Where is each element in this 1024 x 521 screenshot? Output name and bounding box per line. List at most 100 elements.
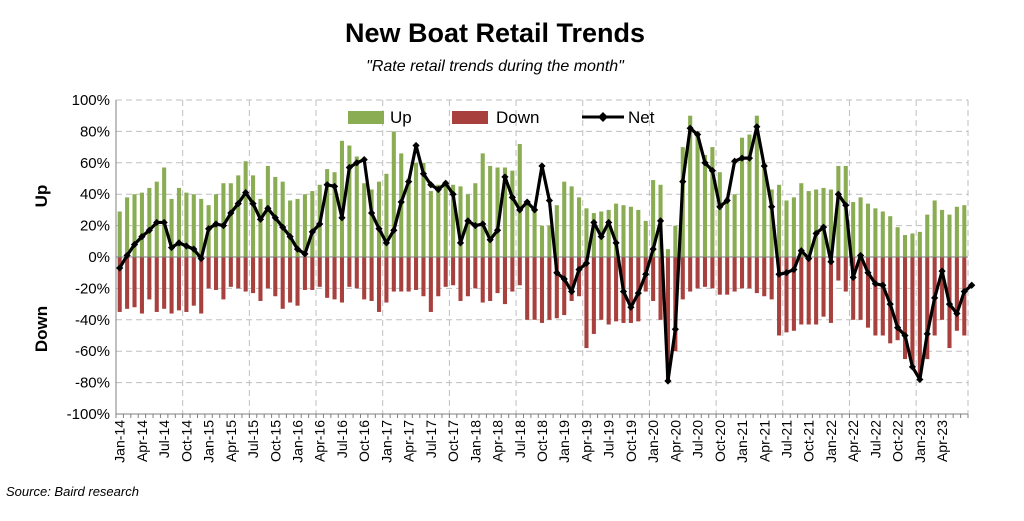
down-bar (569, 257, 574, 301)
up-bar (591, 213, 596, 257)
down-bar (784, 257, 789, 333)
down-bar (865, 257, 871, 328)
down-bar (421, 257, 426, 297)
up-bar (169, 198, 174, 257)
net-point (175, 239, 183, 247)
down-bar (791, 257, 796, 331)
up-bar (695, 131, 700, 257)
down-bar (525, 257, 530, 320)
x-tick-label: Apr-22 (845, 420, 861, 462)
down-bar (858, 257, 863, 320)
net-point (219, 222, 228, 230)
down-bar (680, 257, 685, 300)
down-bar (265, 257, 270, 289)
up-bar (228, 183, 233, 257)
up-bar (799, 183, 804, 257)
legend-label-up: Up (390, 108, 412, 127)
net-point (271, 214, 279, 222)
x-tick-label: Apr-23 (934, 420, 950, 462)
down-bar (480, 257, 485, 303)
net-point (530, 206, 539, 214)
down-bar (162, 257, 167, 309)
x-tick-label: Apr-21 (756, 420, 772, 462)
net-point (745, 154, 754, 162)
down-bar (799, 257, 804, 325)
x-tick-label: Jul-20 (690, 420, 706, 458)
up-bar (258, 198, 263, 257)
net-point (575, 265, 583, 274)
down-bar (688, 257, 693, 292)
down-bar (510, 257, 515, 292)
down-bar (347, 257, 352, 287)
down-bar (206, 257, 211, 289)
down-bar (443, 257, 448, 287)
down-bar (199, 257, 204, 314)
up-bar (636, 209, 641, 257)
net-point (316, 220, 324, 228)
net-point (805, 254, 813, 263)
up-bar (777, 184, 782, 257)
net-point (945, 300, 954, 308)
down-bar (902, 257, 908, 360)
up-bar (643, 220, 648, 257)
down-bar (495, 257, 500, 294)
net-point (797, 247, 805, 255)
up-bar (199, 198, 204, 257)
net-point (167, 243, 176, 252)
down-bar (288, 257, 293, 303)
net-point (968, 281, 976, 289)
down-bar (325, 257, 330, 298)
up-bar (814, 189, 819, 257)
net-point (619, 287, 628, 296)
down-bar (251, 257, 256, 294)
chart-subtitle: "Rate retail trends during the month" (366, 58, 624, 75)
down-bar (717, 257, 722, 295)
up-bar (421, 162, 426, 257)
up-bar (354, 156, 359, 257)
down-bar (769, 257, 774, 300)
up-bar (606, 209, 611, 257)
net-point (664, 377, 672, 385)
y-tick-label: -100% (67, 406, 110, 423)
net-point (812, 229, 820, 238)
net-point (827, 258, 835, 266)
y-axis-label-up: Up (32, 185, 51, 208)
x-tick-label: Jul-14 (156, 420, 172, 458)
up-bar (295, 198, 300, 257)
y-tick-label: -80% (75, 375, 110, 392)
up-bar (577, 197, 582, 257)
x-tick-label: Jul-19 (601, 420, 617, 458)
legend-label-down: Down (496, 108, 539, 127)
y-tick-label: 0% (88, 249, 110, 266)
down-bar (584, 257, 589, 349)
net-point (160, 218, 168, 227)
down-bar (754, 257, 759, 294)
down-bar (221, 257, 226, 300)
net-point (701, 159, 709, 167)
up-bar (391, 131, 396, 257)
up-bar (473, 183, 478, 257)
down-bar (369, 257, 374, 301)
net-point (323, 181, 331, 189)
down-bar (258, 257, 263, 301)
up-bar (954, 206, 959, 257)
down-bar (732, 257, 737, 292)
x-tick-label: Jan-20 (645, 420, 661, 463)
up-bar (673, 225, 678, 257)
x-tick-label: Oct-16 (356, 420, 372, 462)
net-point (523, 198, 531, 206)
up-bar (865, 203, 871, 257)
net-point (397, 198, 405, 206)
down-bar (739, 257, 745, 289)
y-tick-label: -60% (75, 343, 110, 360)
up-bar (517, 143, 522, 257)
up-bar (162, 167, 167, 257)
x-tick-label: Apr-17 (401, 420, 417, 462)
down-bar (539, 257, 545, 323)
net-point (590, 218, 598, 227)
down-bar (895, 257, 900, 341)
down-bar (414, 257, 419, 290)
net-series (116, 123, 976, 385)
x-tick-label: Apr-14 (134, 420, 150, 462)
